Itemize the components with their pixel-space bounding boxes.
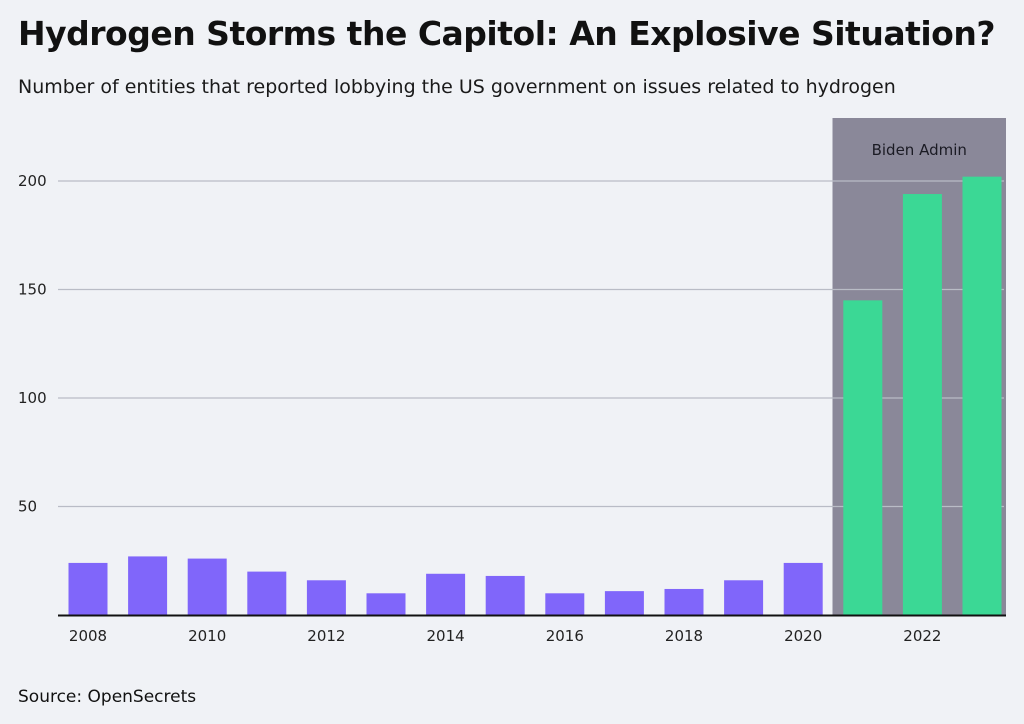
bar [664,588,704,615]
y-tick-label: 100 [18,389,47,407]
y-tick-label: 50 [18,498,37,516]
bar [783,562,823,615]
bar [247,571,287,615]
bar [426,573,466,615]
x-tick-label: 2016 [546,627,584,645]
bar [604,591,644,615]
x-tick-label: 2020 [784,627,822,645]
x-tick-label: 2008 [69,627,107,645]
bar [545,593,585,615]
chart-subtitle: Number of entities that reported lobbyin… [18,76,896,98]
bar [843,300,883,615]
bar [724,580,764,615]
source-note: Source: OpenSecrets [18,687,197,707]
chart-title: Hydrogen Storms the Capitol: An Explosiv… [18,14,996,53]
bar [128,556,168,615]
x-tick-label: 2012 [307,627,345,645]
bar [366,593,406,615]
x-tick-label: 2014 [427,627,465,645]
bar [962,176,1002,615]
x-tick-label: 2010 [188,627,226,645]
highlight-band-label: Biden Admin [872,141,967,159]
bar [902,194,942,615]
bar [68,562,108,615]
x-tick-label: 2022 [903,627,941,645]
bar [187,558,227,615]
bar [306,580,346,615]
y-tick-label: 200 [18,172,47,190]
x-tick-label: 2018 [665,627,703,645]
bar [485,575,525,615]
y-tick-label: 150 [18,281,47,299]
